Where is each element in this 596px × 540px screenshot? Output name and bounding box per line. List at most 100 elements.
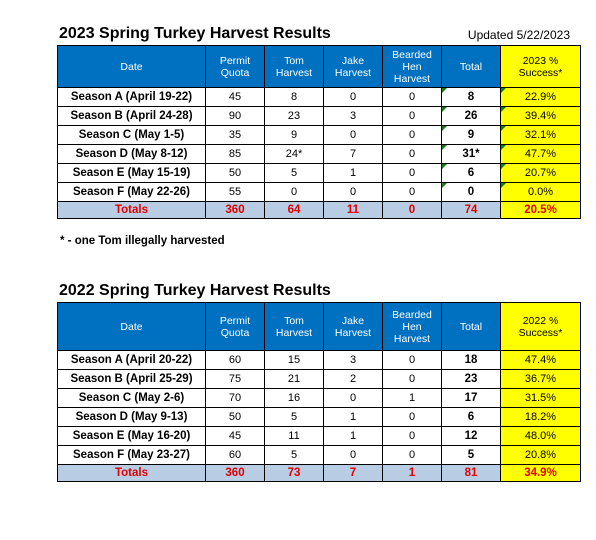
permit-quota: 90 <box>205 106 265 126</box>
header-success: 2022 % Success* <box>500 302 581 351</box>
success-rate: 22.9% <box>500 87 581 107</box>
season-date: Season B (April 25-29) <box>57 369 206 389</box>
season-date: Season A (April 19-22) <box>57 87 206 107</box>
totals-quota: 360 <box>205 464 265 482</box>
totals-jake: 7 <box>323 464 383 482</box>
total-harvest: 18 <box>441 350 501 370</box>
header-jake-harvest: Jake Harvest <box>323 302 383 351</box>
table-title-2023: 2023 Spring Turkey Harvest Results <box>59 25 331 42</box>
totals-success: 34.9% <box>500 464 581 482</box>
success-rate: 31.5% <box>500 388 581 408</box>
header-tom-harvest: Tom Harvest <box>264 302 324 351</box>
hen-harvest: 0 <box>382 182 442 202</box>
jake-harvest: 0 <box>323 388 383 408</box>
table-row: Season D (May 8-12) 85 24* 7 0 31* 47.7% <box>57 144 581 164</box>
table-row: Season C (May 2-6) 70 16 0 1 17 31.5% <box>57 388 581 408</box>
totals-total: 81 <box>441 464 501 482</box>
totals-tom: 73 <box>264 464 324 482</box>
jake-harvest: 0 <box>323 125 383 145</box>
header-total: Total <box>441 45 501 88</box>
header-permit-quota: Permit Quota <box>205 302 265 351</box>
total-harvest: 26 <box>441 106 501 126</box>
totals-hen: 1 <box>382 464 442 482</box>
tom-harvest: 5 <box>264 445 324 465</box>
jake-harvest: 1 <box>323 407 383 427</box>
hen-harvest: 0 <box>382 369 442 389</box>
header-date: Date <box>57 45 206 88</box>
footnote: * - one Tom illegally harvested <box>60 235 225 247</box>
jake-harvest: 1 <box>323 163 383 183</box>
header-bearded-hen-harvest: Bearded Hen Harvest <box>382 302 442 351</box>
harvest-results-2023: 2023 Spring Turkey Harvest Results Updat… <box>57 25 581 219</box>
totals-tom: 64 <box>264 201 324 219</box>
header-permit-quota: Permit Quota <box>205 45 265 88</box>
totals-row: Totals 360 73 7 1 81 34.9% <box>57 464 581 482</box>
season-date: Season F (May 22-26) <box>57 182 206 202</box>
season-date: Season A (April 20-22) <box>57 350 206 370</box>
hen-harvest: 0 <box>382 125 442 145</box>
totals-total: 74 <box>441 201 501 219</box>
harvest-table-2023: Date Permit Quota Tom Harvest Jake Harvest … <box>57 45 581 219</box>
jake-harvest: 1 <box>323 426 383 446</box>
total-harvest: 31* <box>441 144 501 164</box>
totals-hen: 0 <box>382 201 442 219</box>
season-date: Season C (May 1-5) <box>57 125 206 145</box>
tom-harvest: 16 <box>264 388 324 408</box>
tom-harvest: 0 <box>264 182 324 202</box>
success-rate: 47.4% <box>500 350 581 370</box>
tom-harvest: 21 <box>264 369 324 389</box>
season-date: Season E (May 16-20) <box>57 426 206 446</box>
header-success: 2023 % Success* <box>500 45 581 88</box>
hen-harvest: 1 <box>382 388 442 408</box>
success-rate: 48.0% <box>500 426 581 446</box>
success-rate: 32.1% <box>500 125 581 145</box>
permit-quota: 75 <box>205 369 265 389</box>
total-harvest: 8 <box>441 87 501 107</box>
updated-date: Updated 5/22/2023 <box>467 28 570 42</box>
season-date: Season E (May 15-19) <box>57 163 206 183</box>
header-row: Date Permit Quota Tom Harvest Jake Harvest … <box>57 45 581 88</box>
totals-success: 20.5% <box>500 201 581 219</box>
tom-harvest: 9 <box>264 125 324 145</box>
permit-quota: 70 <box>205 388 265 408</box>
table-row: Season D (May 9-13) 50 5 1 0 6 18.2% <box>57 407 581 427</box>
table-row: Season B (April 24-28) 90 23 3 0 26 39.4… <box>57 106 581 126</box>
permit-quota: 50 <box>205 163 265 183</box>
header-jake-harvest: Jake Harvest <box>323 45 383 88</box>
hen-harvest: 0 <box>382 106 442 126</box>
tom-harvest: 5 <box>264 163 324 183</box>
tom-harvest: 24* <box>264 144 324 164</box>
jake-harvest: 3 <box>323 106 383 126</box>
total-harvest: 23 <box>441 369 501 389</box>
tom-harvest: 23 <box>264 106 324 126</box>
jake-harvest: 0 <box>323 182 383 202</box>
season-date: Season D (May 9-13) <box>57 407 206 427</box>
totals-quota: 360 <box>205 201 265 219</box>
harvest-table-2022: Date Permit Quota Tom Harvest Jake Harvest … <box>57 302 581 482</box>
totals-row: Totals 360 64 11 0 74 20.5% <box>57 201 581 219</box>
jake-harvest: 7 <box>323 144 383 164</box>
permit-quota: 60 <box>205 445 265 465</box>
harvest-results-2022: 2022 Spring Turkey Harvest Results Date … <box>57 282 581 482</box>
table-row: Season C (May 1-5) 35 9 0 0 9 32.1% <box>57 125 581 145</box>
jake-harvest: 0 <box>323 445 383 465</box>
table-row: Season A (April 19-22) 45 8 0 0 8 22.9% <box>57 87 581 107</box>
total-harvest: 17 <box>441 388 501 408</box>
header-total: Total <box>441 302 501 351</box>
success-rate: 0.0% <box>500 182 581 202</box>
permit-quota: 55 <box>205 182 265 202</box>
total-harvest: 6 <box>441 407 501 427</box>
tom-harvest: 15 <box>264 350 324 370</box>
table-title-2022: 2022 Spring Turkey Harvest Results <box>59 282 331 299</box>
header-tom-harvest: Tom Harvest <box>264 45 324 88</box>
table-row: Season A (April 20-22) 60 15 3 0 18 47.4… <box>57 350 581 370</box>
success-rate: 36.7% <box>500 369 581 389</box>
permit-quota: 60 <box>205 350 265 370</box>
success-rate: 20.7% <box>500 163 581 183</box>
totals-jake: 11 <box>323 201 383 219</box>
success-rate: 20.8% <box>500 445 581 465</box>
hen-harvest: 0 <box>382 426 442 446</box>
hen-harvest: 0 <box>382 163 442 183</box>
table-row: Season F (May 23-27) 60 5 0 0 5 20.8% <box>57 445 581 465</box>
total-harvest: 9 <box>441 125 501 145</box>
